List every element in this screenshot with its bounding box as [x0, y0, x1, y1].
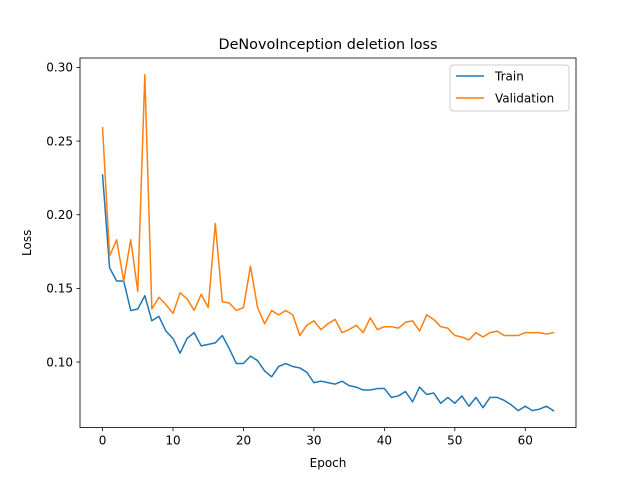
x-axis-label: Epoch: [310, 456, 347, 470]
series-line-validation: [101, 74, 555, 341]
legend: Train Validation: [449, 64, 570, 112]
legend-label-validation: Validation: [495, 92, 554, 106]
x-tick-label: 0: [99, 434, 107, 448]
plot-area: [80, 58, 576, 428]
x-tick-label: 60: [518, 434, 533, 448]
y-tick-label: 0.30: [46, 61, 73, 75]
legend-label-train: Train: [494, 70, 524, 84]
x-tick-label: 40: [377, 434, 392, 448]
x-tick-label: 20: [236, 434, 251, 448]
series-lines: [101, 74, 555, 412]
chart-title: DeNovoInception deletion loss: [218, 37, 437, 53]
y-tick-label: 0.20: [46, 208, 73, 222]
series-line-train: [101, 174, 555, 412]
axes-frame: [79, 57, 577, 429]
y-tick-label: 0.10: [46, 355, 73, 369]
y-axis-label: Loss: [20, 230, 34, 256]
y-axis-ticks: 0.10 0.15 0.20 0.25 0.30: [46, 61, 80, 369]
x-tick-label: 10: [165, 434, 180, 448]
x-tick-label: 50: [447, 434, 462, 448]
y-tick-label: 0.25: [46, 134, 73, 148]
x-tick-label: 30: [306, 434, 321, 448]
x-axis-ticks: 0 10 20 30 40 50 60: [99, 427, 533, 448]
y-tick-label: 0.15: [46, 282, 73, 296]
